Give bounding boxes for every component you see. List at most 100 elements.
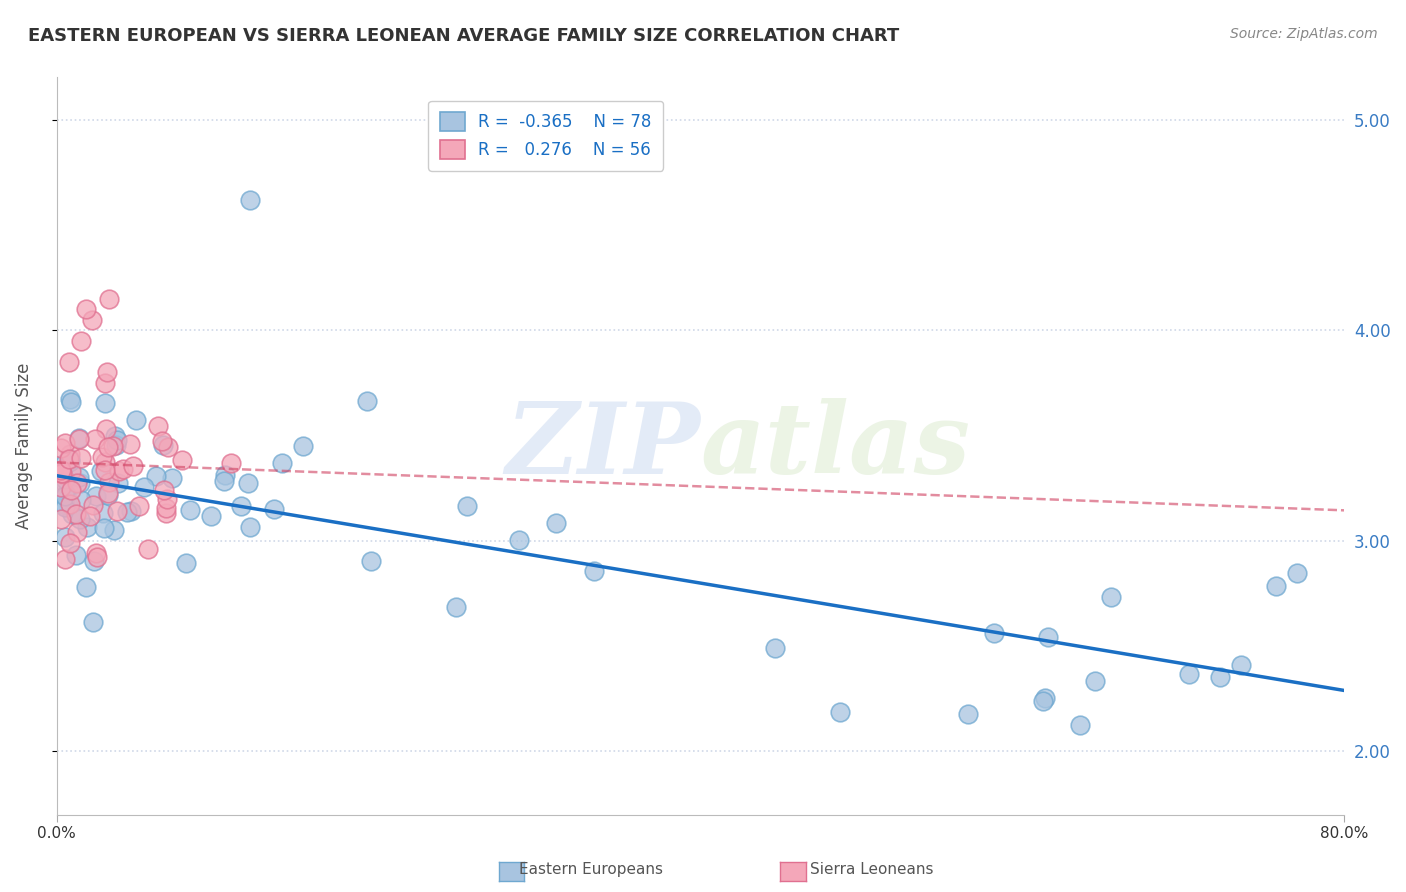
Point xyxy=(53,435,76,450)
Text: atlas: atlas xyxy=(700,398,970,494)
Point xyxy=(214,468,236,483)
Point xyxy=(108,464,131,478)
Point xyxy=(107,476,129,491)
Point xyxy=(90,450,112,464)
Point xyxy=(96,488,118,502)
Point xyxy=(229,499,252,513)
Point xyxy=(170,453,193,467)
Point xyxy=(1032,694,1054,708)
Point xyxy=(360,554,382,568)
Legend: R =  -0.365    N = 78, R =   0.276    N = 56: R = -0.365 N = 78, R = 0.276 N = 56 xyxy=(429,101,664,170)
Point xyxy=(69,334,91,348)
Point xyxy=(1099,590,1122,604)
Point xyxy=(1033,690,1056,705)
Point xyxy=(75,302,97,317)
Point xyxy=(239,520,262,534)
Point xyxy=(55,488,77,502)
Point xyxy=(65,524,87,539)
Point xyxy=(983,626,1005,640)
Point xyxy=(56,498,79,512)
Point xyxy=(84,546,107,560)
Point xyxy=(97,475,120,489)
Point xyxy=(120,504,142,518)
Point xyxy=(65,507,87,521)
Point xyxy=(236,476,259,491)
Point xyxy=(51,466,73,480)
Point xyxy=(239,193,262,207)
Point xyxy=(97,440,120,454)
Point xyxy=(156,440,179,454)
Point xyxy=(51,463,73,477)
Point xyxy=(51,466,73,480)
Point xyxy=(69,450,91,465)
Point xyxy=(82,498,104,512)
Point xyxy=(1209,670,1232,684)
Point xyxy=(763,640,786,655)
Point xyxy=(1036,630,1059,644)
Point xyxy=(67,431,90,445)
Point xyxy=(53,489,76,503)
Point xyxy=(65,549,87,563)
Point xyxy=(59,498,82,512)
Point xyxy=(84,433,107,447)
Point xyxy=(53,552,76,566)
Point xyxy=(75,580,97,594)
Point xyxy=(69,476,91,491)
Point xyxy=(53,475,76,490)
Point xyxy=(212,474,235,488)
Point xyxy=(104,438,127,452)
Point xyxy=(90,464,112,478)
Y-axis label: Average Family Size: Average Family Size xyxy=(15,363,32,529)
Point xyxy=(96,422,118,436)
Point xyxy=(82,615,104,629)
Point xyxy=(98,293,121,307)
Point xyxy=(111,462,134,476)
Point xyxy=(97,486,120,500)
Point xyxy=(122,459,145,474)
Point xyxy=(67,469,90,483)
Point xyxy=(150,434,173,448)
Point xyxy=(53,499,76,513)
Point xyxy=(1069,718,1091,732)
Point xyxy=(136,542,159,557)
Point xyxy=(59,392,82,406)
Point xyxy=(200,509,222,524)
Point xyxy=(79,508,101,523)
Point xyxy=(94,455,117,469)
Point xyxy=(1285,566,1308,581)
Point xyxy=(956,707,979,722)
Point xyxy=(271,456,294,470)
Point xyxy=(51,480,73,494)
Point xyxy=(456,499,478,513)
Point xyxy=(53,500,76,514)
Point xyxy=(145,468,167,483)
Point xyxy=(51,441,73,455)
Point xyxy=(582,564,605,578)
Text: Source: ZipAtlas.com: Source: ZipAtlas.com xyxy=(1230,27,1378,41)
Point xyxy=(153,483,176,498)
Point xyxy=(105,504,128,518)
Point xyxy=(67,433,90,447)
Text: EASTERN EUROPEAN VS SIERRA LEONEAN AVERAGE FAMILY SIZE CORRELATION CHART: EASTERN EUROPEAN VS SIERRA LEONEAN AVERA… xyxy=(28,27,900,45)
Point xyxy=(58,455,80,469)
Point xyxy=(104,429,127,443)
Point xyxy=(69,492,91,507)
Text: Sierra Leoneans: Sierra Leoneans xyxy=(810,863,934,877)
Point xyxy=(128,499,150,513)
Point xyxy=(174,556,197,570)
Point xyxy=(53,457,76,471)
Point xyxy=(291,439,314,453)
Point xyxy=(93,521,115,535)
Point xyxy=(263,502,285,516)
Point xyxy=(219,456,242,470)
Point xyxy=(444,600,467,615)
Point xyxy=(132,480,155,494)
Point xyxy=(59,451,82,466)
Point xyxy=(828,705,851,719)
Point xyxy=(80,312,103,326)
Point xyxy=(508,533,530,548)
Point xyxy=(546,516,568,530)
Point xyxy=(1084,673,1107,688)
Point xyxy=(1265,579,1288,593)
Point xyxy=(53,530,76,544)
